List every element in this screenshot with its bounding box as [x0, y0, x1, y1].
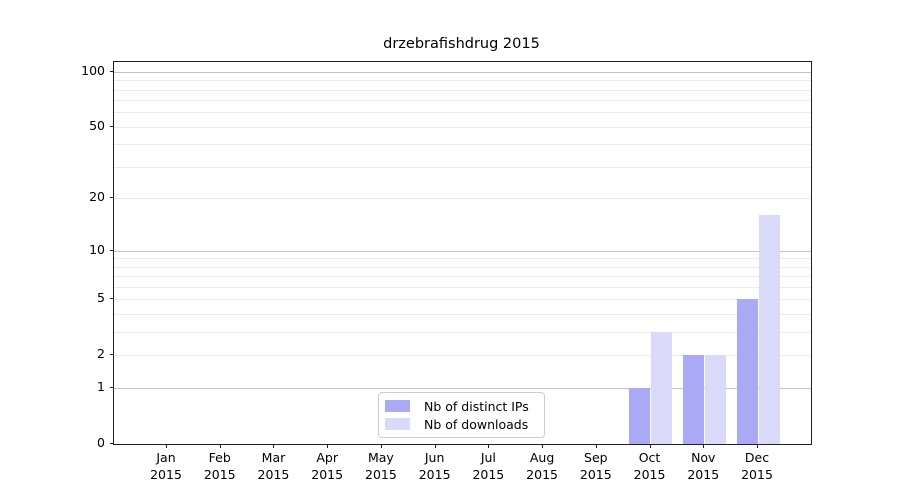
- bar-distinct-ips-oct: [629, 388, 651, 444]
- x-tick-label-feb: Feb 2015: [188, 449, 252, 483]
- gridline-minor: [114, 332, 811, 334]
- y-tick-mark: [110, 354, 114, 356]
- bar-distinct-ips-nov: [682, 355, 704, 444]
- gridline-major: [114, 388, 811, 390]
- legend-swatch-distinct-ips-icon: [385, 400, 410, 412]
- legend-label-distinct-ips: Nb of distinct IPs: [424, 398, 529, 414]
- bar-downloads-nov: [704, 355, 726, 444]
- x-tick-mark: [595, 444, 597, 448]
- gridline-minor: [114, 198, 811, 200]
- x-tick-label-jun: Jun 2015: [403, 449, 467, 483]
- x-tick-year: 2015: [526, 467, 558, 482]
- x-tick-year: 2015: [579, 467, 612, 482]
- y-tick-mark: [110, 387, 114, 389]
- x-tick-label-jan: Jan 2015: [134, 449, 198, 483]
- y-tick-mark: [110, 298, 114, 300]
- gridline-minor: [114, 126, 811, 128]
- x-tick-month: Aug: [529, 450, 555, 465]
- x-tick-month: Nov: [691, 450, 716, 465]
- gridline-minor: [114, 314, 811, 316]
- x-tick-mark: [380, 444, 382, 448]
- x-tick-year: 2015: [150, 467, 182, 482]
- x-tick-mark: [488, 444, 490, 448]
- x-tick-mark: [649, 444, 651, 448]
- x-tick-month: Sep: [584, 450, 608, 465]
- gridline-major: [114, 71, 811, 73]
- gridline-minor: [114, 299, 811, 301]
- y-tick-label: 10: [89, 241, 105, 257]
- x-tick-year: 2015: [365, 467, 397, 482]
- x-tick-month: Oct: [638, 450, 661, 465]
- y-tick-label: 5: [97, 290, 105, 306]
- y-tick-label: 100: [81, 62, 105, 78]
- bar-downloads-dec: [758, 215, 780, 444]
- x-tick-month: Jun: [424, 450, 445, 465]
- y-tick-label: 2: [97, 346, 105, 362]
- gridline-minor: [114, 89, 811, 91]
- x-tick-mark: [703, 444, 705, 448]
- y-tick-mark: [110, 443, 114, 444]
- gridline-major: [114, 250, 811, 252]
- y-tick-label: 50: [89, 117, 105, 133]
- x-tick-month: Apr: [316, 450, 338, 465]
- bar-distinct-ips-dec: [736, 299, 758, 444]
- gridline-minor: [114, 287, 811, 289]
- x-tick-year: 2015: [472, 467, 505, 482]
- x-tick-year: 2015: [633, 467, 666, 482]
- x-tick-month: Jan: [156, 450, 176, 465]
- y-tick-mark: [110, 125, 114, 127]
- gridline-minor: [114, 266, 811, 268]
- x-tick-label-nov: Nov 2015: [671, 449, 735, 483]
- x-tick-label-may: May 2015: [349, 449, 413, 483]
- x-tick-label-apr: Apr 2015: [295, 449, 359, 483]
- x-tick-mark: [219, 444, 221, 448]
- x-tick-label-jul: Jul 2015: [456, 449, 520, 483]
- x-tick-label-aug: Aug 2015: [510, 449, 574, 483]
- x-tick-month: Mar: [261, 450, 286, 465]
- x-tick-year: 2015: [203, 467, 236, 482]
- y-tick-mark: [110, 249, 114, 251]
- plot-area: [113, 61, 812, 445]
- x-tick-label-mar: Mar 2015: [241, 449, 305, 483]
- x-tick-month: May: [367, 450, 394, 465]
- chart-title: drzebrafishdrug 2015: [383, 36, 540, 52]
- x-tick-year: 2015: [418, 467, 451, 482]
- y-tick-mark: [110, 70, 114, 72]
- x-tick-month: Feb: [208, 450, 231, 465]
- x-tick-label-sep: Sep 2015: [564, 449, 628, 483]
- x-tick-mark: [757, 444, 758, 448]
- y-tick-label: 0: [97, 435, 105, 450]
- legend-swatch-downloads-icon: [385, 418, 410, 430]
- legend: Nb of distinct IPs Nb of downloads: [378, 392, 545, 438]
- legend-item-downloads: Nb of downloads: [385, 416, 536, 432]
- gridline-minor: [114, 276, 811, 278]
- gridline-minor: [114, 100, 811, 102]
- y-tick-label: 1: [97, 379, 105, 395]
- legend-item-distinct-ips: Nb of distinct IPs: [385, 398, 536, 414]
- gridline-minor: [114, 80, 811, 82]
- x-tick-label-oct: Oct 2015: [618, 449, 682, 483]
- bar-downloads-oct: [651, 332, 673, 444]
- gridline-minor: [114, 144, 811, 146]
- gridline-minor: [114, 112, 811, 114]
- x-tick-mark: [434, 444, 436, 448]
- x-tick-mark: [327, 444, 329, 448]
- x-tick-year: 2015: [311, 467, 344, 482]
- x-tick-label-dec: Dec 2015: [725, 449, 789, 483]
- x-tick-year: 2015: [257, 467, 290, 482]
- x-tick-mark: [273, 444, 275, 448]
- x-tick-month: Jul: [480, 450, 496, 465]
- x-tick-mark: [542, 444, 544, 448]
- y-tick-label: 20: [89, 189, 105, 205]
- gridline-minor: [114, 167, 811, 169]
- gridline-minor: [114, 355, 811, 357]
- y-tick-mark: [110, 197, 114, 199]
- legend-label-downloads: Nb of downloads: [424, 416, 529, 432]
- x-tick-year: 2015: [741, 467, 773, 482]
- x-tick-year: 2015: [687, 467, 720, 482]
- x-tick-mark: [166, 444, 167, 448]
- gridline-minor: [114, 258, 811, 260]
- x-tick-month: Dec: [744, 450, 770, 465]
